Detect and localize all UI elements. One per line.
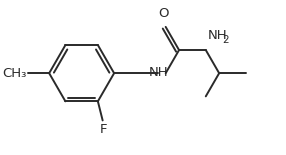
Text: O: O — [158, 7, 169, 20]
Text: NH: NH — [148, 66, 168, 79]
Text: CH₃: CH₃ — [2, 67, 26, 80]
Text: 2: 2 — [222, 35, 229, 45]
Text: NH: NH — [208, 29, 227, 42]
Text: F: F — [100, 123, 107, 136]
